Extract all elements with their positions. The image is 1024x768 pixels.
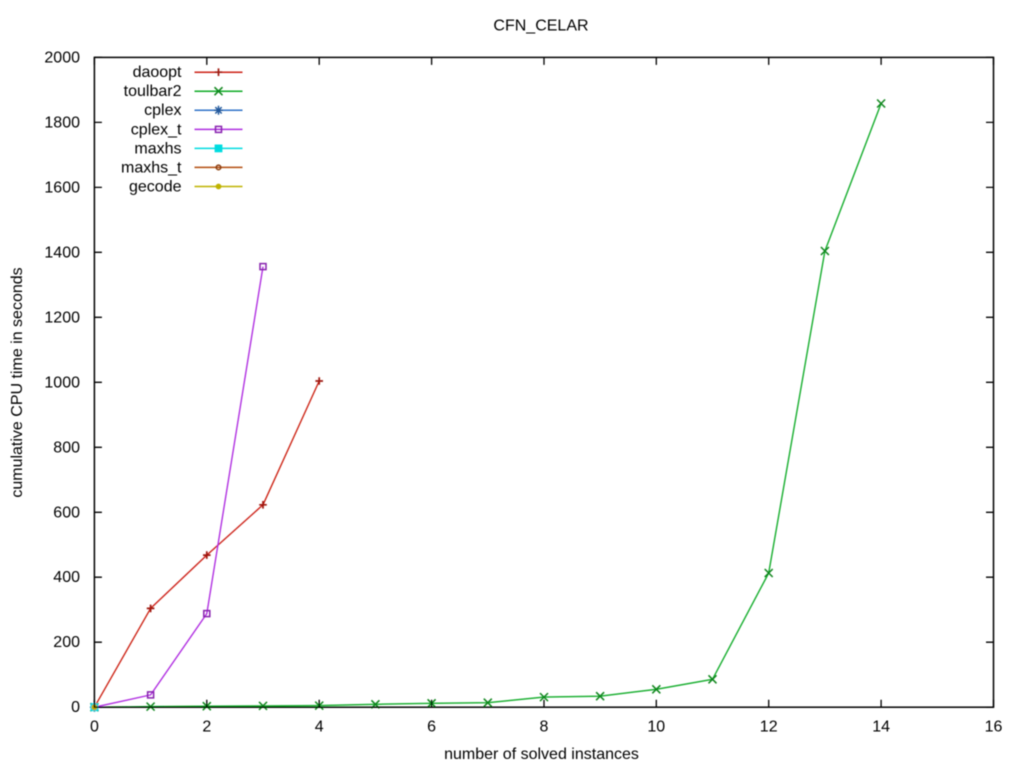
svg-text:16: 16 bbox=[985, 719, 1003, 736]
svg-text:4: 4 bbox=[315, 719, 324, 736]
svg-text:gecode: gecode bbox=[129, 178, 182, 195]
svg-text:0: 0 bbox=[90, 719, 99, 736]
svg-text:12: 12 bbox=[760, 719, 778, 736]
svg-text:2: 2 bbox=[202, 719, 211, 736]
svg-text:1000: 1000 bbox=[44, 374, 80, 391]
svg-text:cumulative CPU time in seconds: cumulative CPU time in seconds bbox=[9, 267, 26, 497]
svg-text:200: 200 bbox=[53, 634, 80, 651]
svg-text:6: 6 bbox=[427, 719, 436, 736]
svg-text:14: 14 bbox=[872, 719, 890, 736]
svg-text:cplex_t: cplex_t bbox=[131, 121, 182, 138]
svg-text:CFN_CELAR: CFN_CELAR bbox=[493, 18, 588, 35]
svg-text:1600: 1600 bbox=[44, 179, 80, 196]
svg-text:maxhs_t: maxhs_t bbox=[121, 159, 182, 176]
svg-text:cplex: cplex bbox=[144, 102, 181, 119]
svg-text:daoopt: daoopt bbox=[133, 64, 182, 81]
svg-text:number of solved instances: number of solved instances bbox=[444, 746, 639, 763]
svg-text:10: 10 bbox=[647, 719, 665, 736]
svg-text:1400: 1400 bbox=[44, 244, 80, 261]
svg-text:toulbar2: toulbar2 bbox=[124, 83, 182, 100]
svg-text:800: 800 bbox=[53, 439, 80, 456]
svg-text:400: 400 bbox=[53, 569, 80, 586]
svg-text:8: 8 bbox=[540, 719, 549, 736]
svg-text:maxhs: maxhs bbox=[134, 140, 181, 157]
svg-text:600: 600 bbox=[53, 504, 80, 521]
svg-text:1200: 1200 bbox=[44, 309, 80, 326]
svg-text:0: 0 bbox=[71, 699, 80, 716]
svg-text:1800: 1800 bbox=[44, 114, 80, 131]
svg-text:2000: 2000 bbox=[44, 49, 80, 66]
